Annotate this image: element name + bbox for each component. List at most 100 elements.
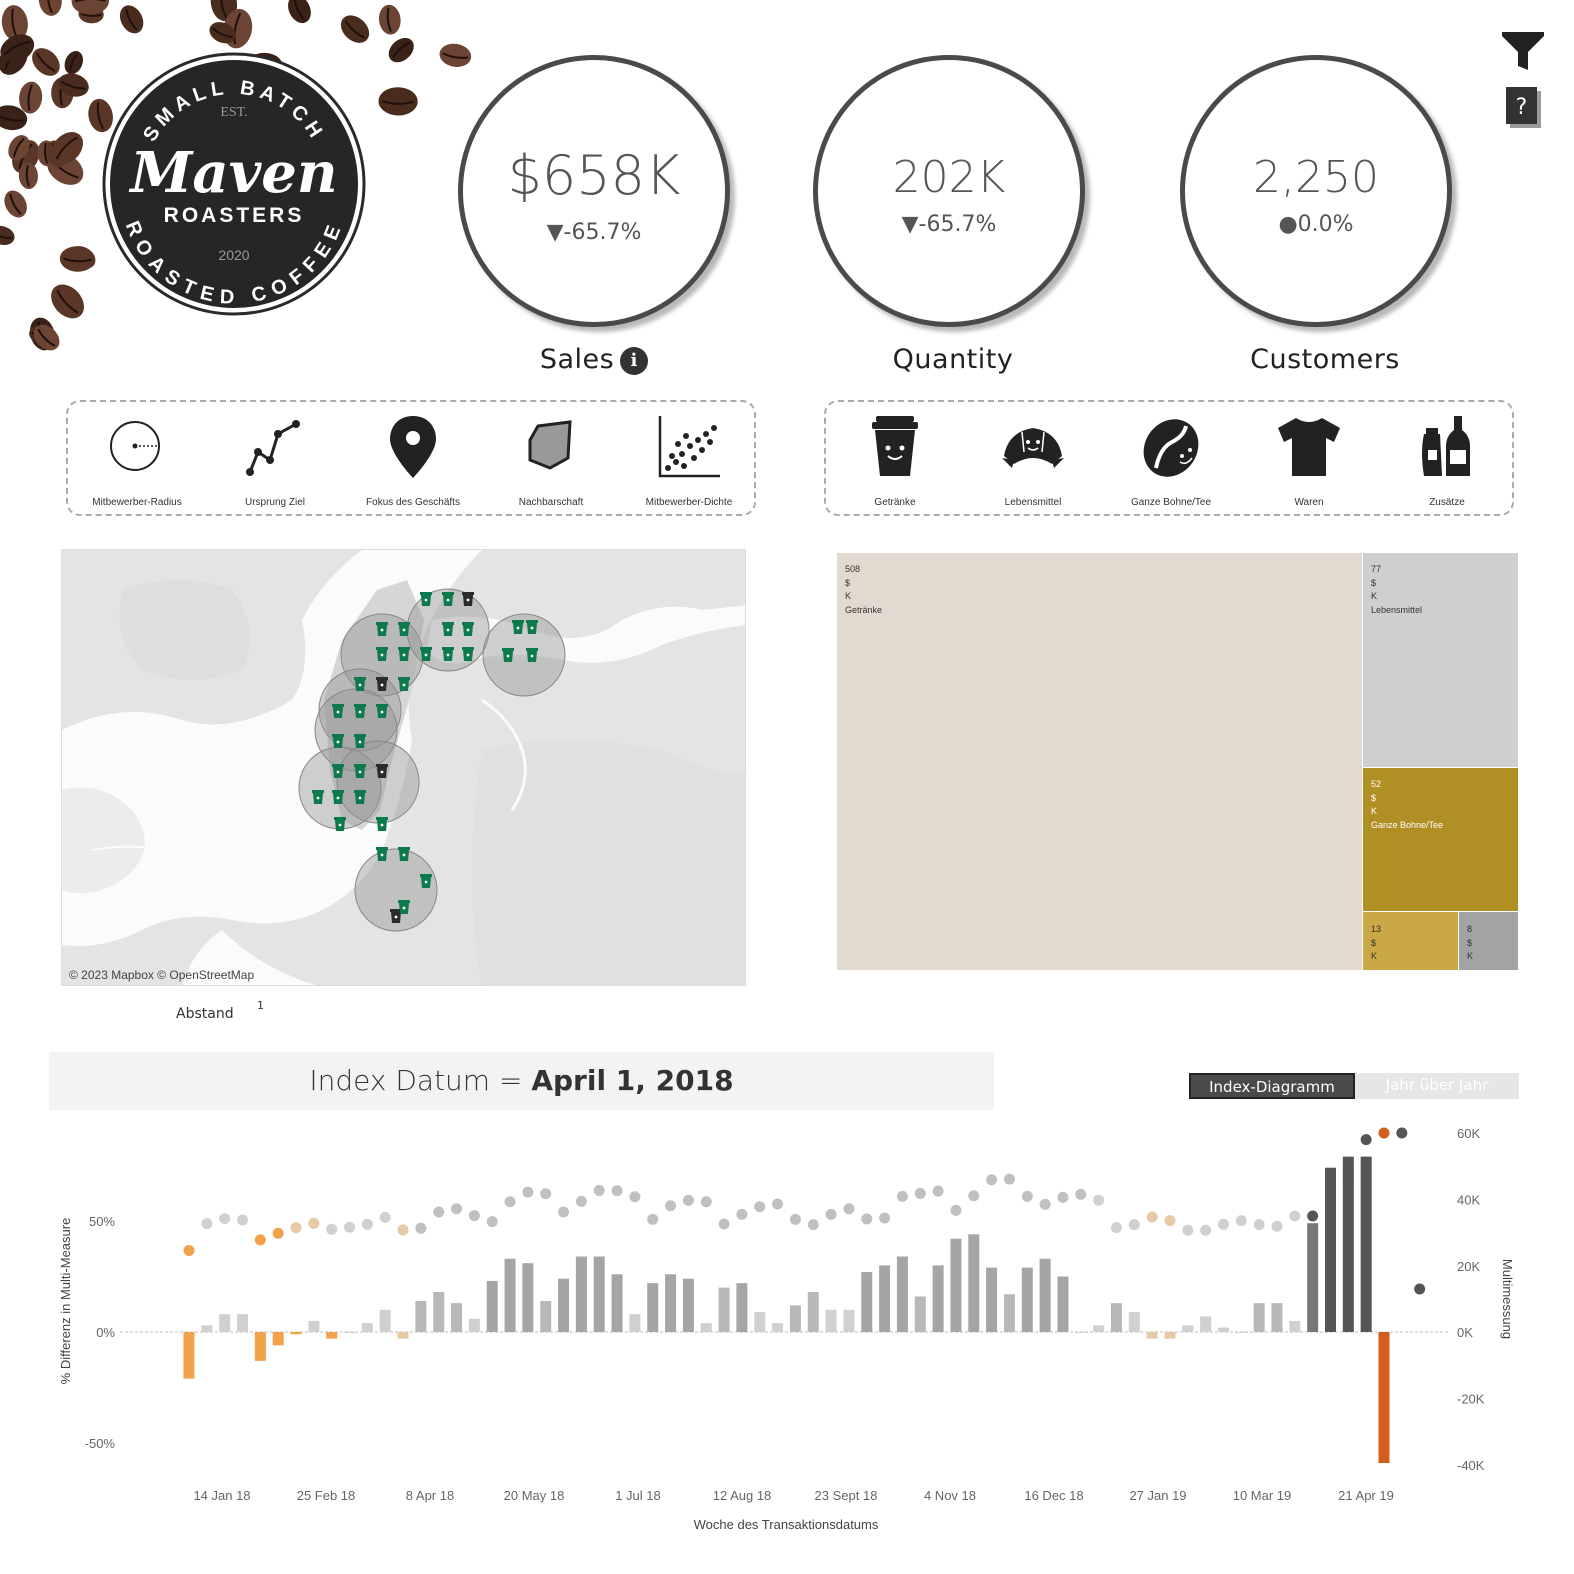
- index-dot[interactable]: [1200, 1224, 1212, 1236]
- index-dot[interactable]: [415, 1222, 427, 1234]
- index-dot[interactable]: [1164, 1215, 1176, 1227]
- store-cup-icon[interactable]: [398, 677, 410, 691]
- store-cup-icon[interactable]: [354, 704, 366, 718]
- index-dot[interactable]: [486, 1216, 498, 1228]
- category-whole-bean[interactable]: Ganze Bohne/Tee: [1102, 402, 1240, 516]
- index-dot[interactable]: [914, 1187, 926, 1199]
- help-icon[interactable]: ?: [1505, 86, 1543, 130]
- index-bar[interactable]: [1342, 1156, 1354, 1332]
- index-dot[interactable]: [896, 1190, 908, 1202]
- index-dot[interactable]: [522, 1186, 534, 1198]
- index-dot[interactable]: [1289, 1210, 1301, 1222]
- treemap-cell-merchandise[interactable]: 13 $ K: [1363, 912, 1458, 970]
- treemap-cell-whole-bean[interactable]: 52 $ K Ganze Bohne/Tee: [1363, 768, 1518, 911]
- index-dot[interactable]: [968, 1190, 980, 1202]
- store-cup-icon[interactable]: [398, 900, 410, 914]
- index-dot[interactable]: [843, 1203, 855, 1215]
- index-dot[interactable]: [736, 1208, 748, 1220]
- index-bar[interactable]: [540, 1300, 552, 1332]
- index-dot[interactable]: [1360, 1134, 1372, 1146]
- index-bar[interactable]: [647, 1283, 659, 1332]
- index-dot[interactable]: [718, 1218, 730, 1230]
- index-dot[interactable]: [201, 1218, 213, 1230]
- map-tool-focus[interactable]: Fokus des Geschäfts: [344, 402, 482, 516]
- competitor-radius-circle[interactable]: [482, 613, 566, 697]
- store-cup-icon[interactable]: [332, 764, 344, 778]
- index-dot[interactable]: [308, 1217, 320, 1229]
- store-cup-icon[interactable]: [354, 677, 366, 691]
- index-bar[interactable]: [1182, 1325, 1194, 1332]
- index-bar[interactable]: [1128, 1312, 1140, 1332]
- index-bar[interactable]: [772, 1323, 784, 1332]
- index-dot[interactable]: [825, 1208, 837, 1220]
- index-bar[interactable]: [593, 1256, 605, 1332]
- index-dot[interactable]: [183, 1245, 195, 1257]
- index-bar[interactable]: [1378, 1332, 1390, 1463]
- category-merchandise[interactable]: Waren: [1240, 402, 1378, 516]
- index-bar[interactable]: [968, 1234, 980, 1332]
- index-dot[interactable]: [397, 1224, 409, 1236]
- store-cup-icon[interactable]: [376, 704, 388, 718]
- index-dot[interactable]: [1128, 1219, 1140, 1231]
- store-cup-icon[interactable]: [376, 647, 388, 661]
- index-dot[interactable]: [326, 1223, 338, 1235]
- index-bar[interactable]: [682, 1278, 694, 1332]
- index-dot[interactable]: [861, 1213, 873, 1225]
- index-dot[interactable]: [1324, 1217, 1336, 1229]
- index-bar[interactable]: [736, 1283, 748, 1332]
- index-bar[interactable]: [1271, 1303, 1283, 1332]
- competitor-radius-circle[interactable]: [354, 848, 438, 932]
- store-cup-icon[interactable]: [312, 790, 324, 804]
- store-cup-icon[interactable]: [398, 847, 410, 861]
- index-dot[interactable]: [1271, 1220, 1283, 1232]
- index-dot[interactable]: [540, 1188, 552, 1200]
- store-cup-icon[interactable]: [462, 622, 474, 636]
- index-bar[interactable]: [254, 1332, 266, 1361]
- index-bar[interactable]: [504, 1258, 516, 1332]
- index-dot[interactable]: [950, 1204, 962, 1216]
- index-dot[interactable]: [772, 1198, 784, 1210]
- store-cup-icon[interactable]: [420, 647, 432, 661]
- index-dot[interactable]: [789, 1213, 801, 1225]
- index-dot[interactable]: [1396, 1127, 1408, 1139]
- index-bar[interactable]: [468, 1318, 480, 1332]
- competitor-radius-circle[interactable]: [336, 740, 420, 824]
- index-dot[interactable]: [1003, 1173, 1015, 1185]
- index-dot[interactable]: [611, 1185, 623, 1197]
- index-bar[interactable]: [1075, 1332, 1087, 1333]
- index-dot[interactable]: [986, 1174, 998, 1186]
- index-bar[interactable]: [379, 1309, 391, 1332]
- index-bar[interactable]: [522, 1263, 534, 1332]
- index-dot[interactable]: [1378, 1127, 1390, 1139]
- index-bar[interactable]: [272, 1332, 284, 1346]
- index-dot[interactable]: [1146, 1211, 1158, 1223]
- store-cup-icon[interactable]: [420, 592, 432, 606]
- index-bar[interactable]: [558, 1278, 570, 1332]
- index-dot[interactable]: [219, 1213, 231, 1225]
- index-bar[interactable]: [575, 1256, 587, 1332]
- store-cup-icon[interactable]: [332, 790, 344, 804]
- index-bar[interactable]: [665, 1274, 677, 1332]
- store-cup-icon[interactable]: [332, 704, 344, 718]
- index-dot[interactable]: [807, 1219, 819, 1231]
- index-dot[interactable]: [1235, 1215, 1247, 1227]
- index-bar[interactable]: [308, 1320, 320, 1332]
- index-bar[interactable]: [1146, 1332, 1158, 1339]
- index-dot[interactable]: [700, 1196, 712, 1208]
- index-dot[interactable]: [468, 1210, 480, 1222]
- index-dot[interactable]: [290, 1222, 302, 1234]
- store-cup-icon[interactable]: [442, 647, 454, 661]
- map-tool-density[interactable]: Mitbewerber-Dichte: [620, 402, 758, 516]
- index-dot[interactable]: [682, 1194, 694, 1206]
- index-bar[interactable]: [896, 1256, 908, 1332]
- index-bar[interactable]: [950, 1238, 962, 1332]
- index-bar[interactable]: [986, 1267, 998, 1332]
- index-bar[interactable]: [1253, 1303, 1265, 1332]
- index-dot[interactable]: [1414, 1283, 1426, 1295]
- index-bar[interactable]: [1360, 1156, 1372, 1332]
- store-cup-icon[interactable]: [526, 648, 538, 662]
- treemap-cell-beverages[interactable]: 508 $ K Getränke: [837, 553, 1362, 970]
- store-cup-icon[interactable]: [420, 874, 432, 888]
- index-dot[interactable]: [1217, 1218, 1229, 1230]
- store-cup-icon[interactable]: [354, 734, 366, 748]
